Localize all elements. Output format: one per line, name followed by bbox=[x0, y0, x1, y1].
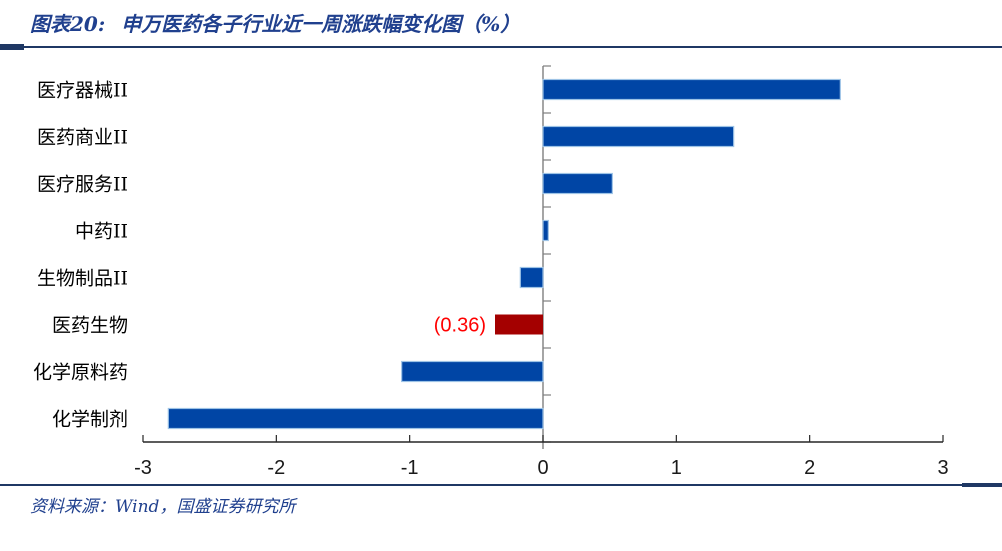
x-tick-label: 2 bbox=[804, 457, 815, 479]
x-tick-label: 3 bbox=[937, 457, 948, 479]
bar-2 bbox=[542, 172, 613, 195]
figure-title: 申万医药各子行业近一周涨跌幅变化图（%） bbox=[121, 12, 521, 36]
x-tick-label: 1 bbox=[671, 457, 682, 479]
x-tick-label: 0 bbox=[537, 457, 548, 479]
category-label: 化学制剂 bbox=[52, 409, 128, 431]
bar-0 bbox=[542, 78, 841, 101]
header-rule-nub bbox=[0, 44, 24, 50]
category-label: 医疗器械II bbox=[37, 80, 128, 102]
bar-3 bbox=[542, 219, 549, 242]
x-tick-label: -2 bbox=[267, 457, 285, 479]
bar-7 bbox=[167, 407, 544, 430]
figure-header: 图表20: 申万医药各子行业近一周涨跌幅变化图（%） bbox=[30, 8, 990, 37]
footer-rule bbox=[0, 482, 1002, 487]
category-label: 中药II bbox=[75, 221, 128, 243]
bar-4 bbox=[519, 266, 544, 289]
figure-number-label: 图表20: bbox=[30, 12, 106, 36]
x-tick-label: -3 bbox=[134, 457, 152, 479]
header-rule bbox=[0, 44, 1002, 50]
x-tick-label: -1 bbox=[401, 457, 419, 479]
category-label: 医药商业II bbox=[37, 127, 128, 149]
category-label: 生物制品II bbox=[37, 268, 128, 290]
category-label: 医疗服务II bbox=[37, 174, 128, 196]
bar-6 bbox=[401, 360, 544, 383]
bar-1 bbox=[542, 125, 735, 148]
category-label: 化学原料药 bbox=[33, 362, 128, 384]
category-label: 医药生物 bbox=[52, 315, 128, 337]
figure-source: 资料来源：Wind，国盛证券研究所 bbox=[30, 497, 296, 517]
footer-rule-nub bbox=[962, 482, 1002, 487]
highlight-value-label: (0.36) bbox=[434, 315, 486, 337]
bar-5 bbox=[495, 314, 543, 335]
